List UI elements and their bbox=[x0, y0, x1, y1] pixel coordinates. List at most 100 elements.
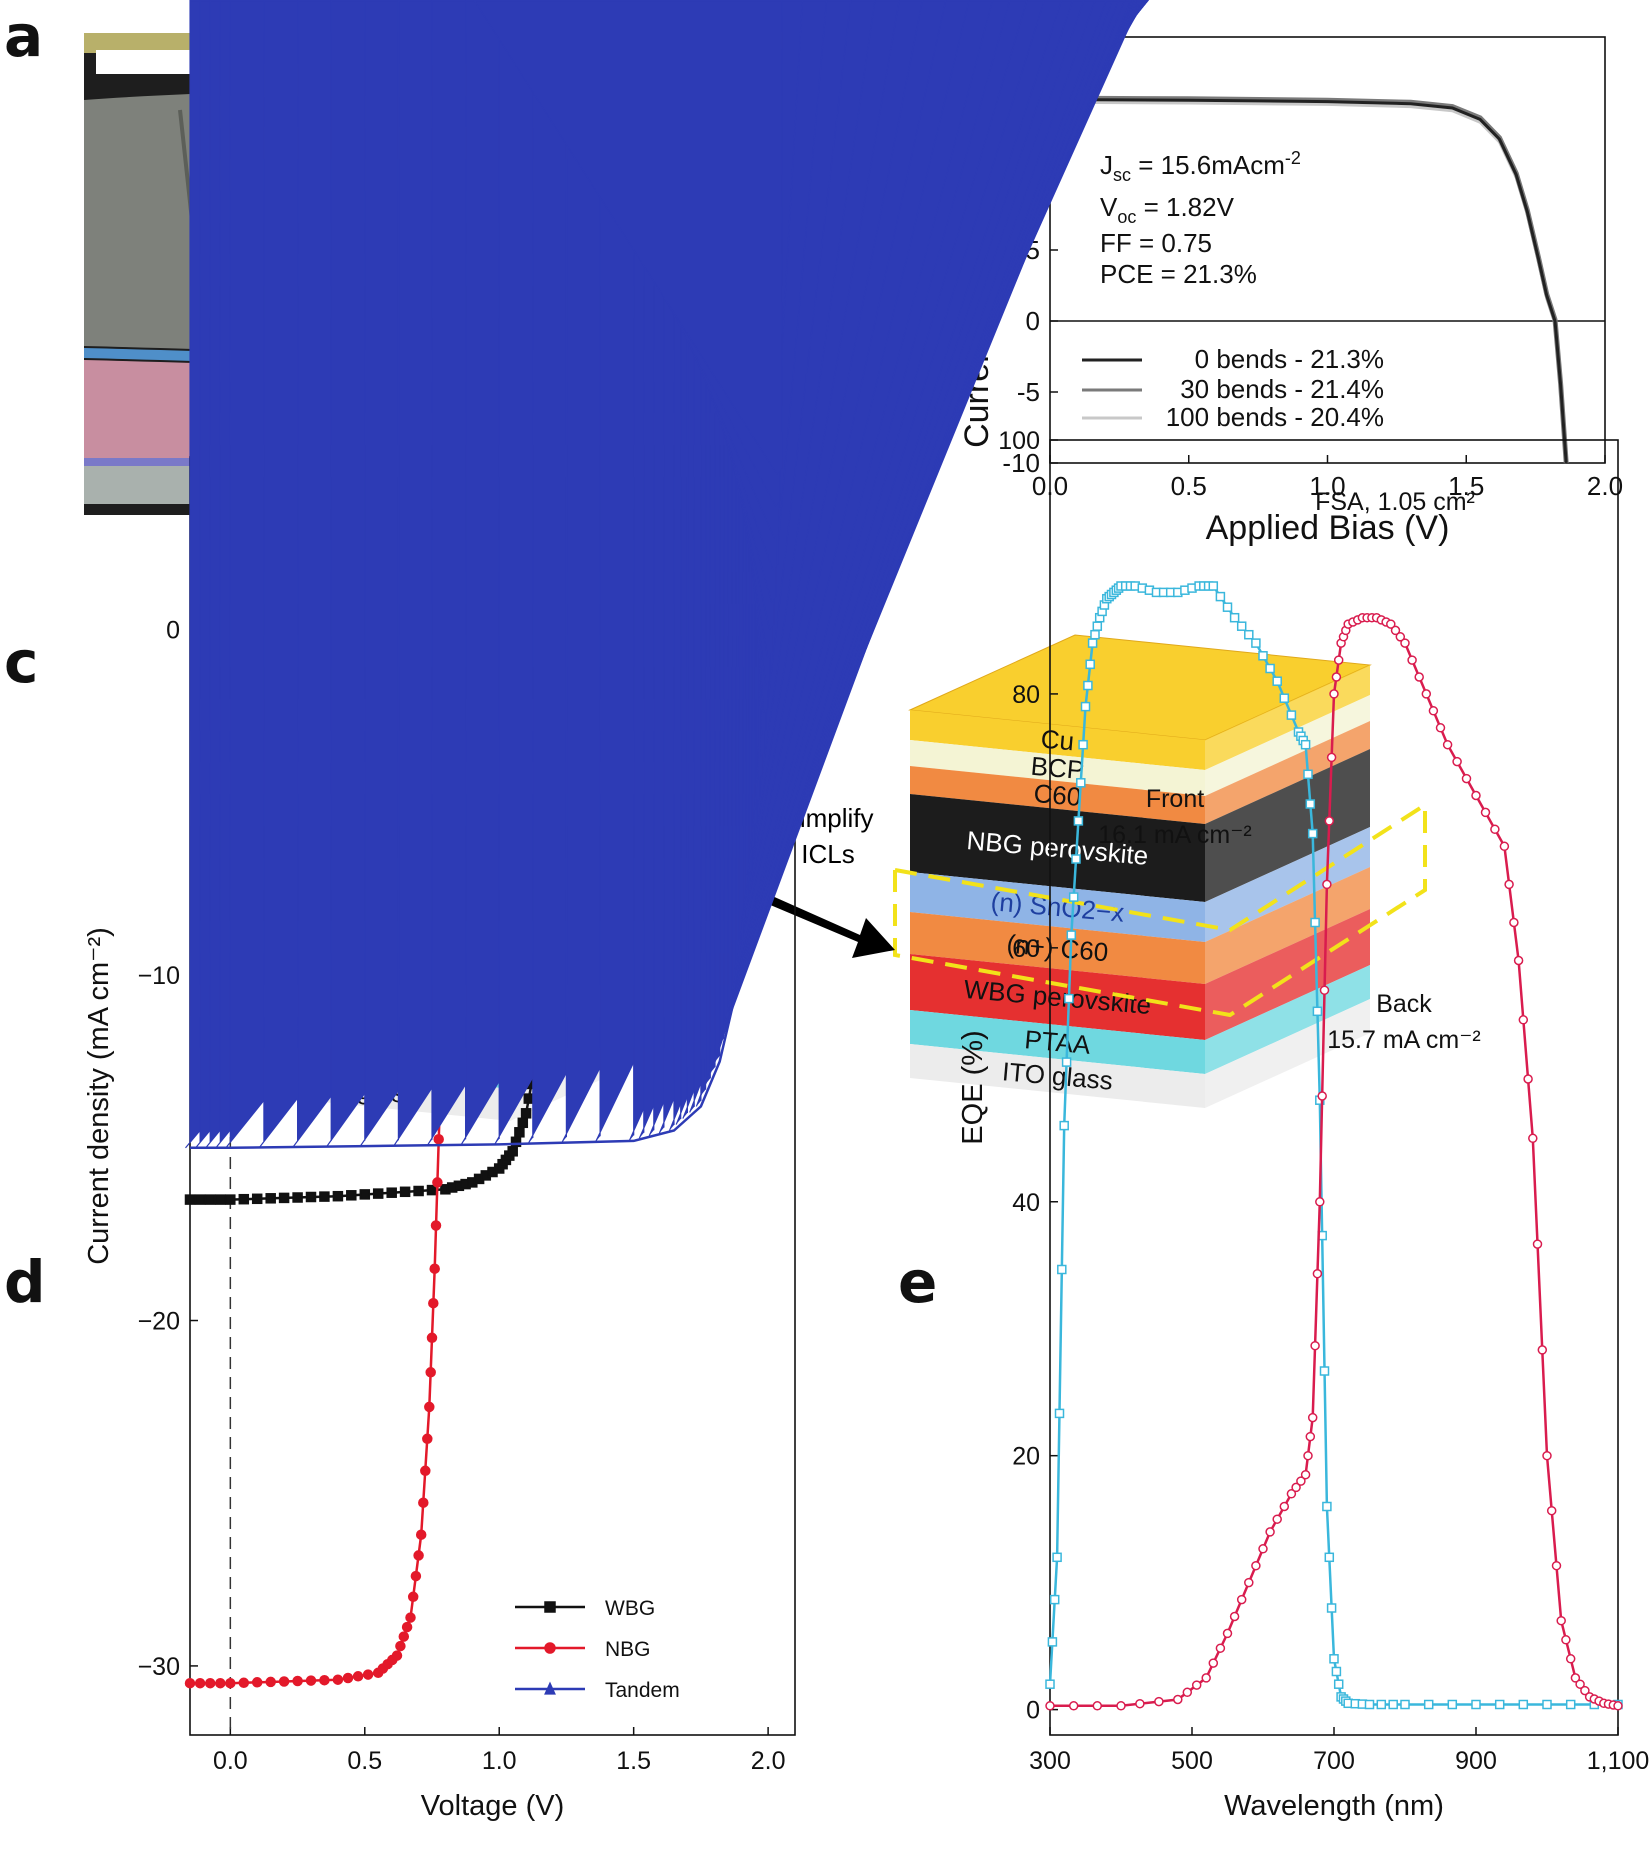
stack-side-face bbox=[1205, 999, 1370, 1108]
panel-label-c: c bbox=[4, 628, 38, 696]
data-point-nbg bbox=[204, 1677, 216, 1689]
stack-side-face bbox=[1205, 721, 1370, 824]
data-point-back bbox=[1333, 655, 1344, 665]
data-point-front bbox=[1279, 693, 1290, 703]
data-point-nbg bbox=[430, 1220, 442, 1231]
stack-layer-label: C60 bbox=[1032, 778, 1082, 812]
data-point-back bbox=[1400, 638, 1410, 648]
data-point-back bbox=[1499, 841, 1510, 852]
data-point-front bbox=[1265, 663, 1275, 674]
data-point-back bbox=[1537, 1345, 1548, 1355]
data-point-back bbox=[1222, 1628, 1233, 1639]
data-point-nbg bbox=[184, 1677, 196, 1689]
data-point-front bbox=[1542, 1699, 1552, 1710]
data-point-back bbox=[1191, 1680, 1202, 1690]
stack-front-face bbox=[910, 872, 1205, 942]
legend-entry: Tandem bbox=[605, 1679, 680, 1702]
data-point-back bbox=[1556, 1615, 1566, 1626]
stack-front-face bbox=[910, 794, 1205, 902]
data-point-wbg bbox=[251, 1193, 263, 1205]
data-point-wbg bbox=[359, 1189, 371, 1200]
stack-front-face bbox=[910, 740, 1205, 796]
data-point-front bbox=[1215, 591, 1226, 602]
data-point-front bbox=[1305, 799, 1316, 809]
data-point-front bbox=[1076, 778, 1086, 788]
data-point-back bbox=[1272, 1514, 1282, 1524]
data-point-wbg bbox=[386, 1187, 397, 1198]
simplify-arrow-icon bbox=[768, 895, 895, 958]
x-axis-label: Voltage (V) bbox=[421, 1790, 564, 1822]
data-point-front bbox=[1303, 769, 1313, 780]
annotation-0: FSA, 1.05 cm² bbox=[1315, 488, 1475, 516]
panel-label-d: d bbox=[4, 1248, 46, 1316]
data-point-wbg bbox=[514, 1127, 525, 1138]
data-point-nbg bbox=[398, 1631, 410, 1642]
data-point-front bbox=[1222, 602, 1233, 612]
icl-dashed-outline bbox=[893, 803, 1427, 1018]
data-point-front bbox=[1423, 1699, 1434, 1710]
data-point-back bbox=[1421, 689, 1432, 699]
data-point-front bbox=[1244, 629, 1254, 640]
data-point-front bbox=[1364, 1699, 1375, 1710]
y-tick-label: 20 bbox=[1012, 1443, 1040, 1471]
data-point-front bbox=[1045, 1679, 1055, 1689]
annotation-4: 15.7 mA cm⁻² bbox=[1327, 1026, 1481, 1054]
data-point-wbg bbox=[265, 1193, 276, 1204]
data-point-front bbox=[1324, 1552, 1335, 1563]
y-tick-label: 0 bbox=[1026, 306, 1040, 336]
data-point-nbg bbox=[415, 1529, 427, 1540]
data-point-front bbox=[1286, 710, 1297, 720]
stack-front-face bbox=[910, 954, 1205, 1040]
stack-layer-label: Cu bbox=[1040, 724, 1076, 757]
y-axis-label: Current density (mA cm⁻²) bbox=[83, 927, 115, 1265]
data-point-nbg bbox=[425, 1367, 436, 1378]
data-point-front bbox=[1049, 1594, 1060, 1605]
data-point-back bbox=[1068, 1701, 1079, 1711]
data-point-back bbox=[1310, 1340, 1320, 1351]
data-point-front bbox=[1329, 1654, 1339, 1664]
y-tick-label: −20 bbox=[138, 1308, 180, 1336]
data-point-nbg bbox=[278, 1676, 290, 1687]
legend-marker bbox=[544, 1601, 556, 1613]
data-point-back bbox=[1201, 1673, 1211, 1683]
data-point-wbg bbox=[520, 1108, 532, 1119]
x-tick-label: 1.0 bbox=[1309, 471, 1345, 501]
data-point-front bbox=[1061, 1057, 1072, 1067]
data-point-nbg bbox=[428, 1297, 439, 1309]
data-point-front bbox=[1066, 930, 1077, 940]
x-tick-label: 2.0 bbox=[1587, 471, 1623, 501]
data-point-front bbox=[1068, 892, 1079, 902]
data-point-back bbox=[1471, 790, 1481, 801]
data-point-wbg bbox=[507, 1146, 518, 1157]
data-point-front bbox=[1258, 651, 1268, 661]
annotation-3: PCE = 21.3% bbox=[1100, 259, 1257, 289]
data-point-nbg bbox=[405, 1612, 416, 1623]
data-point-back bbox=[1317, 1091, 1327, 1101]
data-point-back bbox=[1480, 807, 1491, 818]
stack-side-face bbox=[1205, 867, 1370, 984]
x-tick-label: 900 bbox=[1455, 1747, 1497, 1775]
data-point-front bbox=[1272, 676, 1282, 686]
data-point-nbg bbox=[362, 1669, 374, 1680]
data-point-nbg bbox=[433, 1133, 444, 1145]
data-point-back bbox=[1570, 1673, 1581, 1683]
y-tick-label: 0 bbox=[1026, 1697, 1040, 1725]
data-point-back bbox=[1504, 879, 1514, 890]
x-tick-label: 1.5 bbox=[1448, 471, 1484, 501]
data-point-nbg bbox=[391, 1650, 403, 1661]
data-point-front bbox=[1319, 1366, 1330, 1376]
data-point-back bbox=[1135, 1698, 1145, 1709]
data-point-nbg bbox=[319, 1674, 330, 1686]
data-point-front bbox=[1447, 1699, 1458, 1710]
data-point-front bbox=[1310, 917, 1320, 928]
data-point-back bbox=[1386, 619, 1396, 629]
legend-marker bbox=[544, 1681, 556, 1695]
data-point-nbg bbox=[420, 1465, 431, 1477]
data-point-front bbox=[1229, 612, 1240, 623]
data-point-wbg bbox=[238, 1193, 250, 1205]
data-point-wbg bbox=[332, 1190, 344, 1202]
x-tick-label: 2.0 bbox=[751, 1747, 786, 1775]
chart-e: 300 500 700 900 1,100 0 20 40 60 80 100 Wavelength … bbox=[957, 427, 1649, 1822]
data-point-back bbox=[1509, 917, 1519, 928]
stack-front-face bbox=[910, 766, 1205, 824]
